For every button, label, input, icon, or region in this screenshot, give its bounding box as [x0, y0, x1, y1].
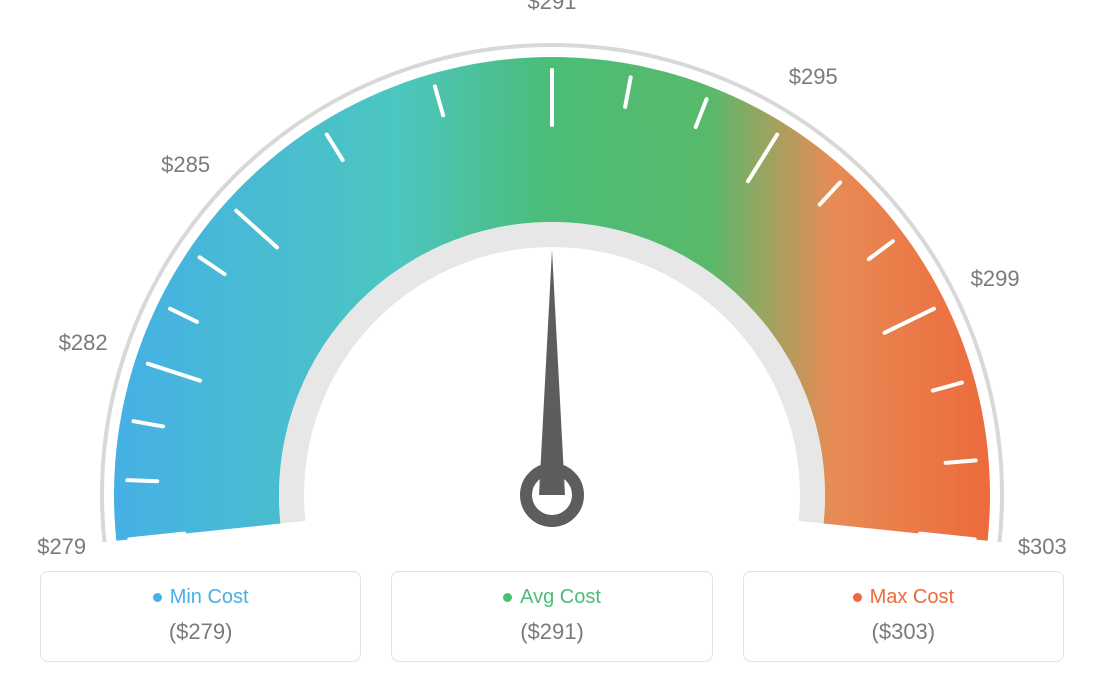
- cost-gauge-widget: $279 $282 $285 $291 $295 $299 $303 Min Cost ($…: [0, 0, 1104, 690]
- tick-label: $291: [528, 0, 577, 15]
- tick-label: $299: [971, 266, 1020, 292]
- tick-label: $279: [37, 534, 86, 560]
- legend-label: Avg Cost: [520, 586, 601, 609]
- gauge-svg: [0, 0, 1104, 560]
- tick-label: $303: [1018, 534, 1067, 560]
- legend-title-max: Max Cost: [754, 586, 1053, 609]
- legend-card-avg: Avg Cost ($291): [391, 571, 712, 662]
- legend-value-max: ($303): [754, 619, 1053, 645]
- legend-label: Min Cost: [170, 586, 249, 609]
- dot-icon: [503, 593, 512, 602]
- legend-label: Max Cost: [870, 586, 954, 609]
- gauge-chart: $279 $282 $285 $291 $295 $299 $303: [0, 0, 1104, 560]
- legend-value-avg: ($291): [402, 619, 701, 645]
- dot-icon: [853, 593, 862, 602]
- tick-label: $282: [59, 330, 108, 356]
- legend-title-min: Min Cost: [51, 586, 350, 609]
- legend-title-avg: Avg Cost: [402, 586, 701, 609]
- legend-row: Min Cost ($279) Avg Cost ($291) Max Cost…: [40, 571, 1064, 662]
- tick-label: $285: [161, 152, 210, 178]
- legend-value-min: ($279): [51, 619, 350, 645]
- legend-card-min: Min Cost ($279): [40, 571, 361, 662]
- legend-card-max: Max Cost ($303): [743, 571, 1064, 662]
- dot-icon: [153, 593, 162, 602]
- tick-label: $295: [789, 64, 838, 90]
